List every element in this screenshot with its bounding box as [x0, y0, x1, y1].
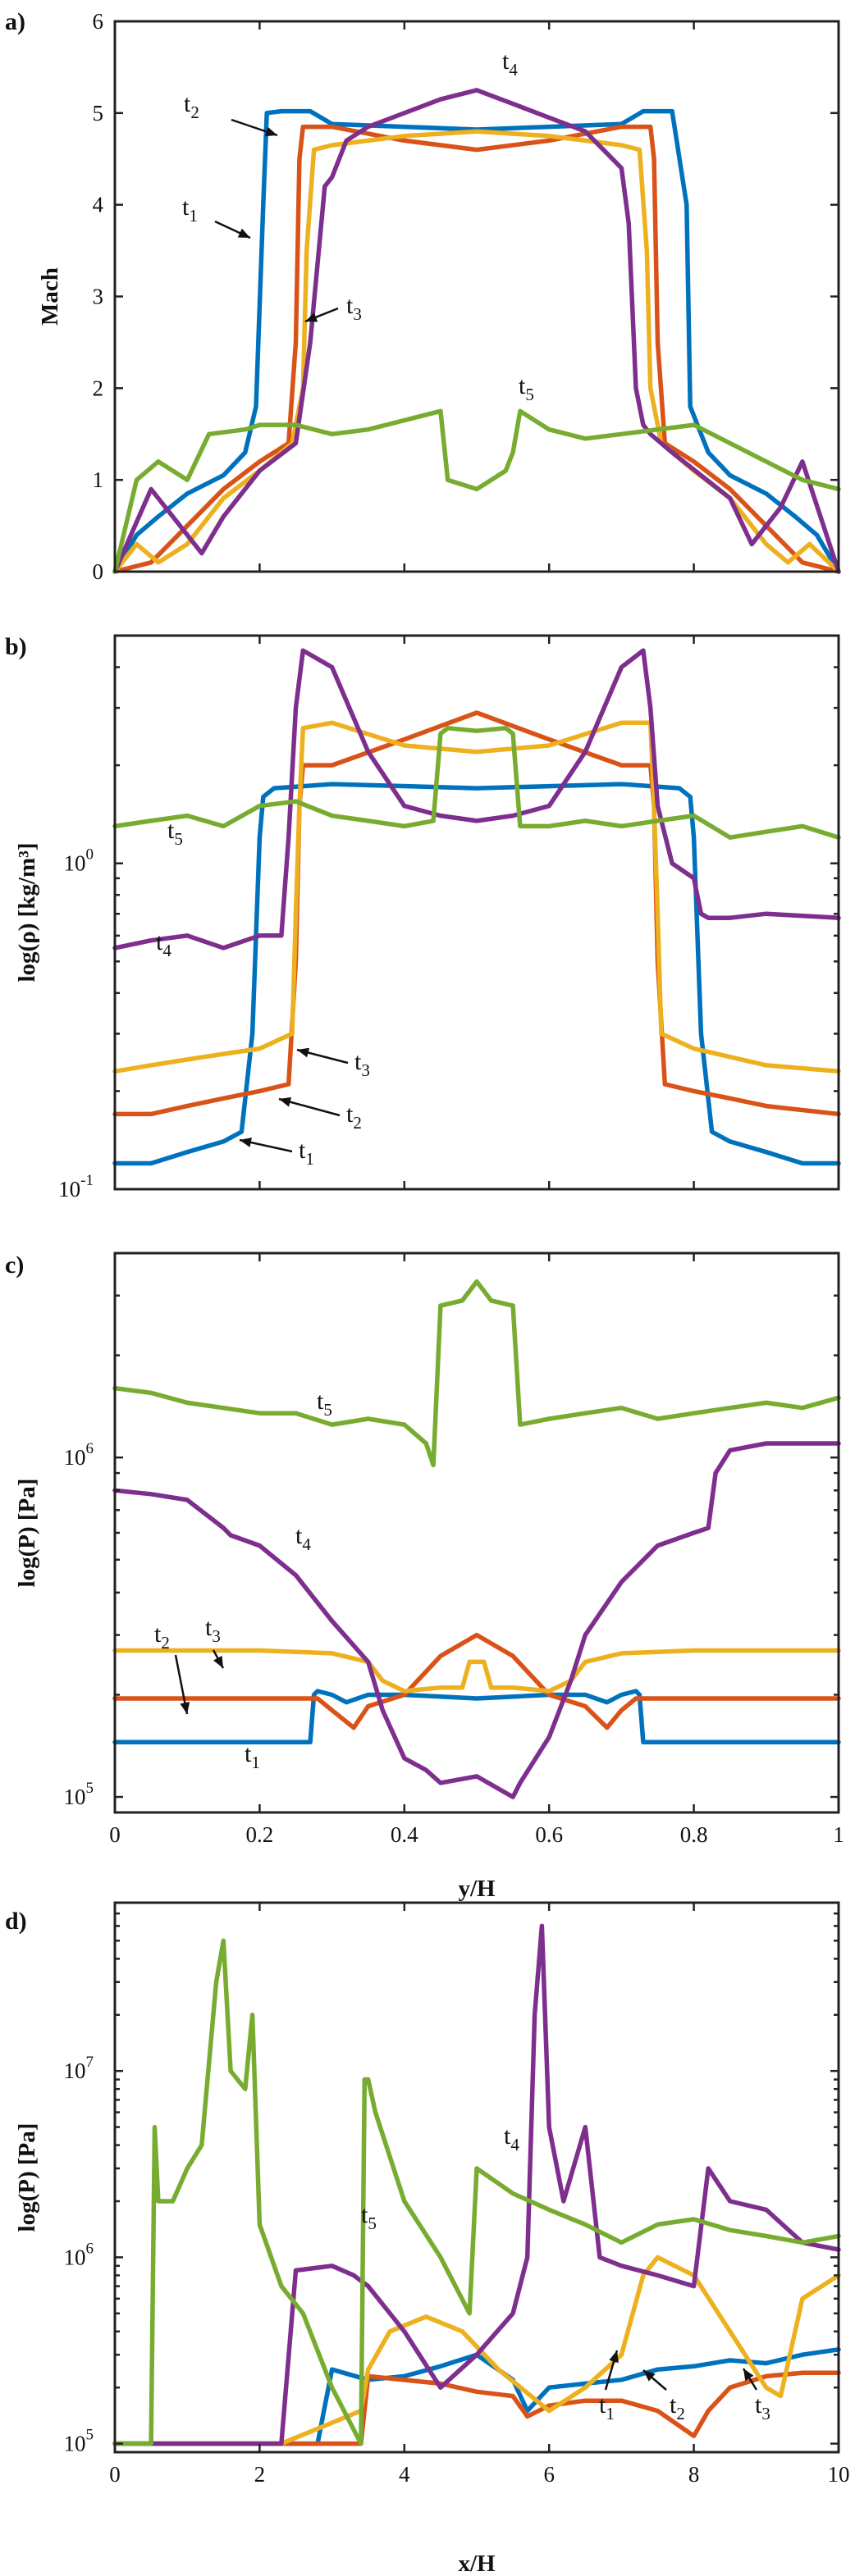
series-t1-line	[112, 1689, 841, 1745]
series-t4-line	[112, 648, 841, 951]
annotation-t4: t4	[156, 928, 171, 960]
y-tick-label: 2	[93, 376, 104, 400]
series-t2-line	[112, 1632, 841, 1730]
x-tick-label: 1	[833, 1822, 844, 1847]
x-tick-label: 10	[828, 2462, 850, 2487]
y-tick-label: 1	[93, 467, 104, 492]
annotation-t2: t2	[154, 1621, 170, 1653]
y-tick-label: 105	[64, 2427, 94, 2456]
panel-label: a)	[5, 8, 25, 35]
y-tick-label: 105	[64, 1780, 94, 1809]
panel-label: c)	[5, 1252, 24, 1279]
y-tick-label: 100	[64, 846, 94, 876]
annotation-arrowhead	[213, 1655, 223, 1668]
series-t5-line	[112, 726, 841, 840]
x-tick-label: 0.6	[535, 1822, 563, 1847]
annotation-t2: t2	[184, 90, 199, 122]
y-axis-label: log(ρ) [kg/m³]	[14, 843, 40, 983]
annotation-t1: t1	[182, 194, 198, 226]
series-t2-line	[112, 2370, 841, 2446]
annotation-t5: t5	[361, 2201, 377, 2233]
x-tick-label: 8	[688, 2462, 700, 2487]
annotation-t3: t3	[205, 1614, 221, 1646]
x-tick-label: 0	[109, 1822, 121, 1847]
y-tick-label: 107	[64, 2054, 94, 2083]
y-tick-label: 5	[93, 101, 104, 125]
x-axis-label: y/H	[458, 1876, 496, 1902]
x-tick-label: 4	[399, 2462, 410, 2487]
x-tick-label: 0	[109, 2462, 121, 2487]
series-t3-line	[112, 720, 841, 1074]
x-axis-label: x/H	[458, 2551, 496, 2576]
annotation-t4: t4	[502, 48, 518, 80]
x-tick-label: 0.2	[246, 1822, 274, 1847]
series-t4-line	[112, 1441, 841, 1799]
annotation-arrowhead	[279, 1097, 292, 1107]
panel-2: b) 10-1 100 log(ρ) [kg/m³] t5 t4 t3 t2 t1	[5, 633, 841, 1201]
annotation-t5: t5	[317, 1388, 332, 1420]
annotation-arrowhead	[609, 2350, 619, 2364]
annotation-t3: t3	[354, 1048, 370, 1080]
series-t3-line	[112, 2255, 841, 2446]
x-tick-label: 6	[543, 2462, 555, 2487]
series-t5-line	[112, 1938, 841, 2446]
annotation-t1: t1	[245, 1740, 260, 1772]
y-tick-label: 0	[93, 559, 104, 584]
y-axis-label: log(P) [Pa]	[14, 2123, 40, 2232]
series-t2-line	[112, 124, 841, 574]
series-t5-line	[112, 408, 841, 574]
annotation-t2: t2	[346, 1101, 362, 1133]
panel-4: d) 0 2 4 6 8 10 105 106 107 log(P) [Pa] x/H t4 t5 t1 t2…	[5, 1901, 850, 2576]
y-tick-label: 3	[93, 285, 104, 309]
y-tick-label: 4	[93, 193, 104, 217]
axes-frame	[113, 1901, 840, 2454]
panel-label: b)	[5, 633, 27, 660]
panel-1: a) 0 1 2 3 4 5 6 Mach t4 t2 t1 t3 t5	[5, 8, 841, 584]
y-tick-label: 6	[93, 9, 104, 34]
series-t2-line	[112, 710, 841, 1117]
annotation-t4: t4	[295, 1522, 311, 1554]
y-tick-label: 106	[64, 1440, 94, 1470]
annotation-t2: t2	[670, 2391, 685, 2423]
annotation-arrowhead	[180, 1702, 190, 1714]
y-axis-label: Mach	[37, 267, 63, 326]
series-t5-line	[112, 1279, 841, 1468]
annotation-arrowhead	[297, 1047, 310, 1058]
annotation-arrowhead	[240, 1138, 252, 1147]
y-axis-label: log(P) [Pa]	[14, 1479, 40, 1588]
x-tick-label: 0.4	[391, 1822, 418, 1847]
axes-frame	[113, 634, 840, 1191]
annotation-t1: t1	[599, 2391, 615, 2423]
annotation-t3: t3	[755, 2391, 770, 2423]
x-tick-label: 0.8	[680, 1822, 708, 1847]
series-t1-line	[112, 2347, 841, 2446]
panel-3: c) 0 0.2 0.4 0.6 0.8 1 105 106 log(P) [Pa] y/H t5 t4…	[5, 1252, 844, 1902]
series-t1-line	[112, 782, 841, 1166]
annotation-arrowhead	[743, 2369, 754, 2382]
series-t4-line	[112, 1923, 841, 2446]
annotation-t5: t5	[519, 372, 534, 404]
annotation-arrowhead	[237, 228, 250, 238]
y-tick-label: 106	[64, 2240, 94, 2269]
annotation-t4: t4	[504, 2122, 519, 2154]
series-t3-line	[112, 129, 841, 574]
x-tick-label: 2	[254, 2462, 266, 2487]
series-t3-line	[112, 1648, 841, 1694]
annotation-t3: t3	[346, 292, 362, 324]
annotation-arrowhead	[264, 126, 277, 137]
panel-label: d)	[5, 1908, 27, 1935]
series-t4-line	[112, 88, 841, 574]
axes-frame	[113, 1252, 840, 1814]
annotation-t5: t5	[167, 817, 183, 849]
annotation-arrowhead	[305, 312, 318, 322]
y-tick-label: 10-1	[58, 1172, 94, 1201]
annotation-arrowhead	[643, 2370, 656, 2382]
annotation-t1: t1	[299, 1137, 314, 1169]
